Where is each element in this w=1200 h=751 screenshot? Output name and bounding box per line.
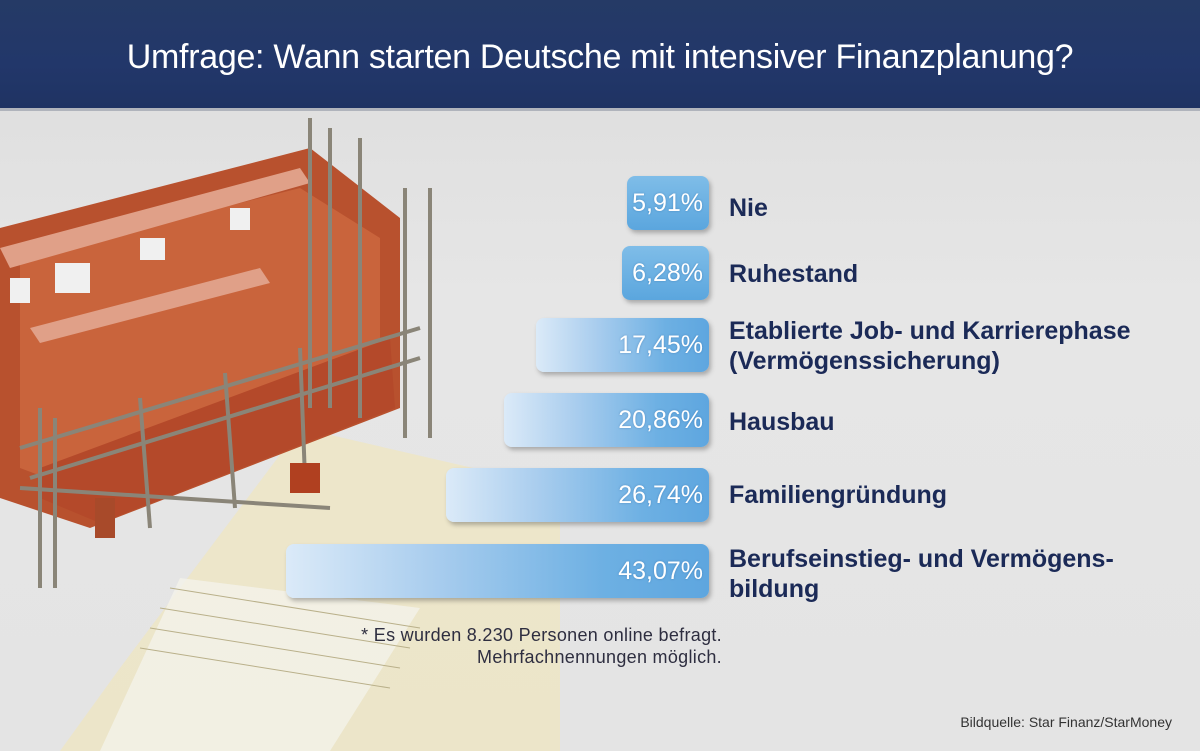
bar-label-etablierte-job: Etablierte Job- und Karrierephase (Vermö… <box>729 316 1131 376</box>
bar-berufseinstieg: 43,07% <box>286 544 709 598</box>
bar-ruhestand: 6,28% <box>622 246 709 300</box>
bar-label-ruhestand: Ruhestand <box>729 260 859 288</box>
bar-label-line: (Vermögenssicherung) <box>729 347 1000 375</box>
bar-value: 26,74% <box>618 481 703 509</box>
bar-value: 43,07% <box>618 557 703 585</box>
bar-value: 6,28% <box>632 259 703 287</box>
bar-familiengruendung: 26,74% <box>446 468 709 522</box>
bar-label-line: bildung <box>729 575 820 603</box>
footnote-line: Mehrfachnennungen möglich. <box>477 647 722 667</box>
bar-label-familiengruendung: Familiengründung <box>729 481 948 509</box>
chart-title: Umfrage: Wann starten Deutsche mit inten… <box>126 38 1074 76</box>
bar-value: 20,86% <box>618 406 703 434</box>
house-construction-illustration <box>0 118 560 751</box>
bar-label-line: Etablierte Job- und Karrierephase <box>729 317 1131 345</box>
header-banner: Umfrage: Wann starten Deutsche mit inten… <box>0 0 1200 111</box>
bar-label-line: Berufseinstieg- und Vermögens- <box>729 545 1114 573</box>
bar-hausbau: 20,86% <box>504 393 709 447</box>
footnote: * Es wurden 8.230 Personen online befrag… <box>361 624 722 668</box>
bar-value: 5,91% <box>632 189 703 217</box>
bar-value: 17,45% <box>618 331 703 359</box>
bar-etablierte-job: 17,45% <box>536 318 709 372</box>
image-source-credit: Bildquelle: Star Finanz/StarMoney <box>960 714 1172 730</box>
bar-label-nie: Nie <box>729 194 768 222</box>
bar-label-berufseinstieg: Berufseinstieg- und Vermögens- bildung <box>729 544 1114 604</box>
footnote-line: * Es wurden 8.230 Personen online befrag… <box>361 625 722 645</box>
bar-label-hausbau: Hausbau <box>729 408 835 436</box>
bar-nie: 5,91% <box>627 176 709 230</box>
